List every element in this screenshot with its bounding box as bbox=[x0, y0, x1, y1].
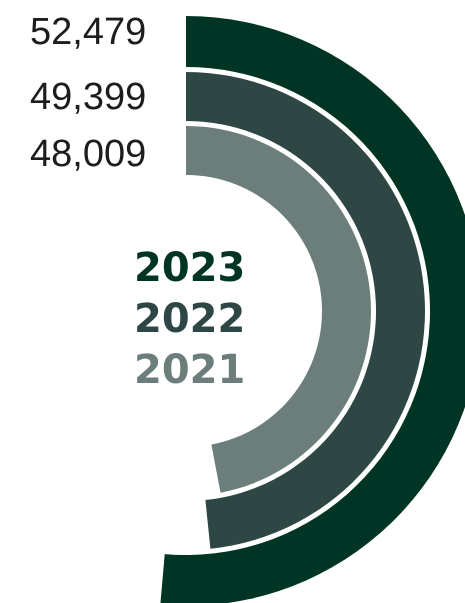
value-label-2023: 52,479 bbox=[30, 11, 146, 53]
arc-group bbox=[160, 16, 465, 603]
arc-2022 bbox=[186, 72, 425, 549]
arc-2023 bbox=[160, 16, 465, 603]
arc-2021 bbox=[186, 126, 372, 493]
legend-year-2022: 2022 bbox=[134, 296, 245, 342]
value-label-2021: 48,009 bbox=[30, 133, 146, 175]
value-label-2022: 49,399 bbox=[30, 76, 146, 118]
legend-year-2021: 2021 bbox=[134, 347, 245, 393]
legend-year-2023: 2023 bbox=[134, 245, 245, 291]
